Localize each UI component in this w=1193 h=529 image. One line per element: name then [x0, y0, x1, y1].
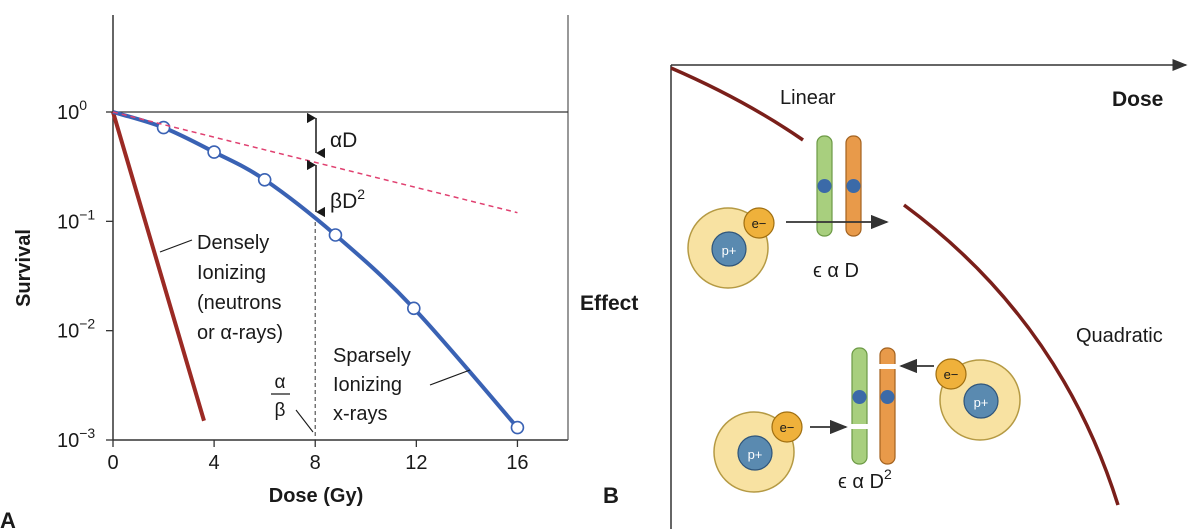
eq-linear: ϵ α D — [813, 260, 859, 282]
y-ticks: 100 10−1 10−2 10−3 — [57, 97, 113, 452]
linear-label: Linear — [780, 87, 836, 109]
effect-axis-title: Effect — [580, 292, 638, 315]
data-point — [328, 228, 343, 242]
quadratic-label: Quadratic — [1076, 325, 1163, 347]
data-point — [510, 420, 525, 435]
eq-quadratic: ϵ α D2 — [838, 466, 892, 493]
linear-alpha-d-line — [112, 111, 518, 214]
densely-leader — [159, 239, 193, 253]
y-tick-label: 10−1 — [57, 206, 95, 233]
ratio-leader — [295, 409, 314, 433]
linear-curve — [670, 66, 804, 142]
ratio-numerator: α — [275, 372, 286, 393]
panel-b-diagram: B Dose Effect Linear Quadratic p+ e− ϵ α… — [580, 59, 1188, 529]
panel-a-chart: 0 4 8 12 16 100 10−1 10−2 10−3 αD βD2 Densely I… — [0, 15, 569, 529]
quadratic-atom-right: p+ e− — [935, 358, 1021, 441]
data-point — [257, 172, 272, 187]
x-ticks: 0 4 8 12 16 — [107, 440, 529, 474]
linear-chromosomes — [816, 135, 862, 237]
series-group — [111, 110, 525, 435]
linear-atom: p+ e− — [687, 207, 775, 289]
panel-a-label: A — [0, 508, 16, 529]
panel-b-label: B — [603, 483, 619, 508]
y-tick-label: 10−2 — [57, 316, 95, 343]
electron-label: e− — [780, 420, 795, 435]
sparsely-ionizing-line — [112, 110, 519, 429]
beta-d2-label: βD2 — [330, 186, 365, 213]
densely-ionizing-line — [111, 111, 206, 422]
proton-label: p+ — [722, 243, 737, 258]
x-tick-label: 12 — [405, 452, 427, 474]
electron-label: e− — [944, 367, 959, 382]
y-tick-label: 10−3 — [57, 425, 95, 452]
proton-label: p+ — [974, 395, 989, 410]
sparsely-label: Sparsely Ionizing x-rays — [333, 345, 416, 425]
sparsely-leader — [429, 369, 471, 386]
densely-label: Densely Ionizing (neutrons or α-rays) — [197, 232, 287, 344]
proton-label: p+ — [748, 447, 763, 462]
x-tick-label: 0 — [107, 452, 118, 474]
x-tick-label: 8 — [310, 452, 321, 474]
data-point — [407, 301, 421, 316]
y-axis-title: Survival — [13, 229, 35, 307]
quadratic-chromosomes — [849, 347, 898, 465]
x-tick-label: 16 — [506, 452, 528, 474]
quadratic-atom-left: p+ e− — [713, 411, 803, 493]
x-tick-label: 4 — [209, 452, 220, 474]
quadratic-curve — [902, 203, 1120, 506]
data-point — [207, 145, 221, 159]
ratio-denominator: β — [275, 400, 286, 421]
alpha-d-label: αD — [330, 129, 357, 152]
x-axis-title: Dose (Gy) — [269, 485, 363, 507]
dose-axis-title: Dose — [1112, 88, 1163, 111]
electron-label: e− — [752, 216, 767, 231]
y-tick-label: 100 — [57, 97, 87, 124]
